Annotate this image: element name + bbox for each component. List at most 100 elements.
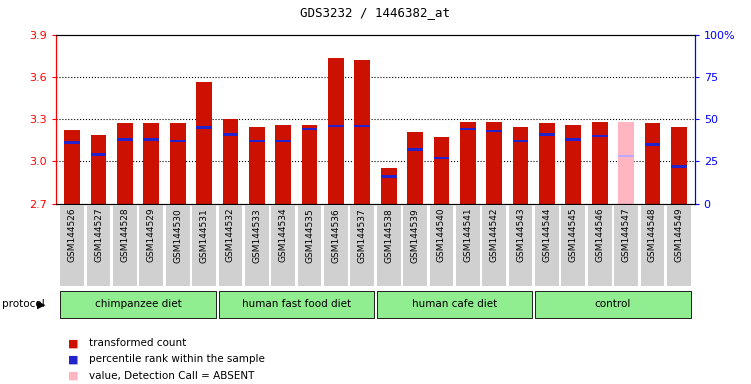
Bar [407, 132, 423, 204]
Text: GSM144543: GSM144543 [516, 208, 525, 263]
Text: control: control [595, 299, 631, 310]
Bar [354, 60, 370, 204]
Text: GSM144547: GSM144547 [622, 208, 631, 263]
Bar [566, 138, 581, 141]
Text: ■: ■ [68, 338, 78, 348]
Bar [381, 175, 397, 178]
FancyBboxPatch shape [377, 291, 532, 318]
FancyBboxPatch shape [219, 205, 243, 286]
FancyBboxPatch shape [508, 205, 532, 286]
FancyBboxPatch shape [562, 205, 585, 286]
Bar [170, 123, 185, 204]
FancyBboxPatch shape [219, 291, 374, 318]
Text: GSM144527: GSM144527 [94, 208, 103, 263]
FancyBboxPatch shape [456, 205, 480, 286]
Bar [65, 141, 80, 144]
Bar [91, 134, 107, 204]
FancyBboxPatch shape [588, 205, 611, 286]
Text: GSM144548: GSM144548 [648, 208, 657, 263]
FancyBboxPatch shape [140, 205, 163, 286]
Text: chimpanzee diet: chimpanzee diet [95, 299, 182, 310]
FancyBboxPatch shape [113, 205, 137, 286]
Text: GSM144542: GSM144542 [490, 208, 499, 262]
Text: GSM144528: GSM144528 [120, 208, 129, 263]
FancyBboxPatch shape [245, 205, 269, 286]
Text: GSM144534: GSM144534 [279, 208, 288, 263]
FancyBboxPatch shape [192, 205, 216, 286]
Bar [143, 123, 159, 204]
Bar [143, 138, 159, 141]
Text: ■: ■ [68, 354, 78, 364]
Bar [170, 140, 185, 142]
FancyBboxPatch shape [614, 205, 638, 286]
Bar [249, 140, 264, 142]
Bar [671, 165, 686, 168]
Text: GSM144540: GSM144540 [437, 208, 446, 263]
FancyBboxPatch shape [166, 205, 189, 286]
FancyBboxPatch shape [86, 205, 110, 286]
Text: GSM144541: GSM144541 [463, 208, 472, 263]
Bar [487, 130, 502, 132]
Bar [618, 155, 634, 157]
Bar [117, 123, 133, 204]
Bar [276, 140, 291, 142]
Text: human fast food diet: human fast food diet [242, 299, 351, 310]
Bar [196, 83, 212, 204]
FancyBboxPatch shape [667, 205, 691, 286]
Bar [644, 123, 660, 204]
Text: GSM144535: GSM144535 [305, 208, 314, 263]
Bar [65, 130, 80, 204]
FancyBboxPatch shape [324, 205, 348, 286]
FancyBboxPatch shape [535, 205, 559, 286]
Bar [539, 123, 555, 204]
Text: percentile rank within the sample: percentile rank within the sample [89, 354, 264, 364]
Bar [433, 157, 449, 159]
Bar [618, 122, 634, 204]
FancyBboxPatch shape [377, 205, 400, 286]
Text: value, Detection Call = ABSENT: value, Detection Call = ABSENT [89, 371, 254, 381]
Bar [592, 122, 608, 204]
Text: GSM144546: GSM144546 [596, 208, 605, 263]
Bar [407, 148, 423, 151]
Bar [460, 122, 475, 204]
Text: ■: ■ [68, 371, 78, 381]
Text: GSM144532: GSM144532 [226, 208, 235, 263]
Bar [592, 135, 608, 137]
Text: protocol: protocol [2, 299, 44, 310]
Text: GSM144536: GSM144536 [331, 208, 340, 263]
Text: human cafe diet: human cafe diet [412, 299, 497, 310]
FancyBboxPatch shape [535, 291, 691, 318]
Bar [302, 125, 318, 204]
FancyBboxPatch shape [60, 205, 84, 286]
Text: GSM144530: GSM144530 [173, 208, 182, 263]
Bar [513, 127, 529, 204]
Bar [302, 128, 318, 131]
Bar [644, 143, 660, 146]
Bar [433, 137, 449, 204]
Text: GSM144537: GSM144537 [357, 208, 366, 263]
FancyBboxPatch shape [60, 291, 216, 318]
Bar [91, 153, 107, 156]
Bar [117, 138, 133, 141]
Bar [487, 122, 502, 204]
Bar [196, 126, 212, 129]
Bar [566, 125, 581, 204]
Text: GSM144533: GSM144533 [252, 208, 261, 263]
Text: transformed count: transformed count [89, 338, 185, 348]
Bar [249, 127, 264, 204]
Text: GSM144539: GSM144539 [411, 208, 420, 263]
Text: GSM144526: GSM144526 [68, 208, 77, 263]
Bar [222, 119, 238, 204]
FancyBboxPatch shape [641, 205, 665, 286]
Bar [539, 133, 555, 136]
Bar [328, 58, 344, 204]
Text: GSM144531: GSM144531 [200, 208, 209, 263]
Text: GDS3232 / 1446382_at: GDS3232 / 1446382_at [300, 6, 451, 19]
Bar [671, 127, 686, 204]
FancyBboxPatch shape [297, 205, 321, 286]
Bar [354, 124, 370, 127]
Text: GSM144545: GSM144545 [569, 208, 578, 263]
Text: GSM144529: GSM144529 [146, 208, 155, 263]
Bar [513, 140, 529, 142]
Bar [460, 128, 475, 131]
